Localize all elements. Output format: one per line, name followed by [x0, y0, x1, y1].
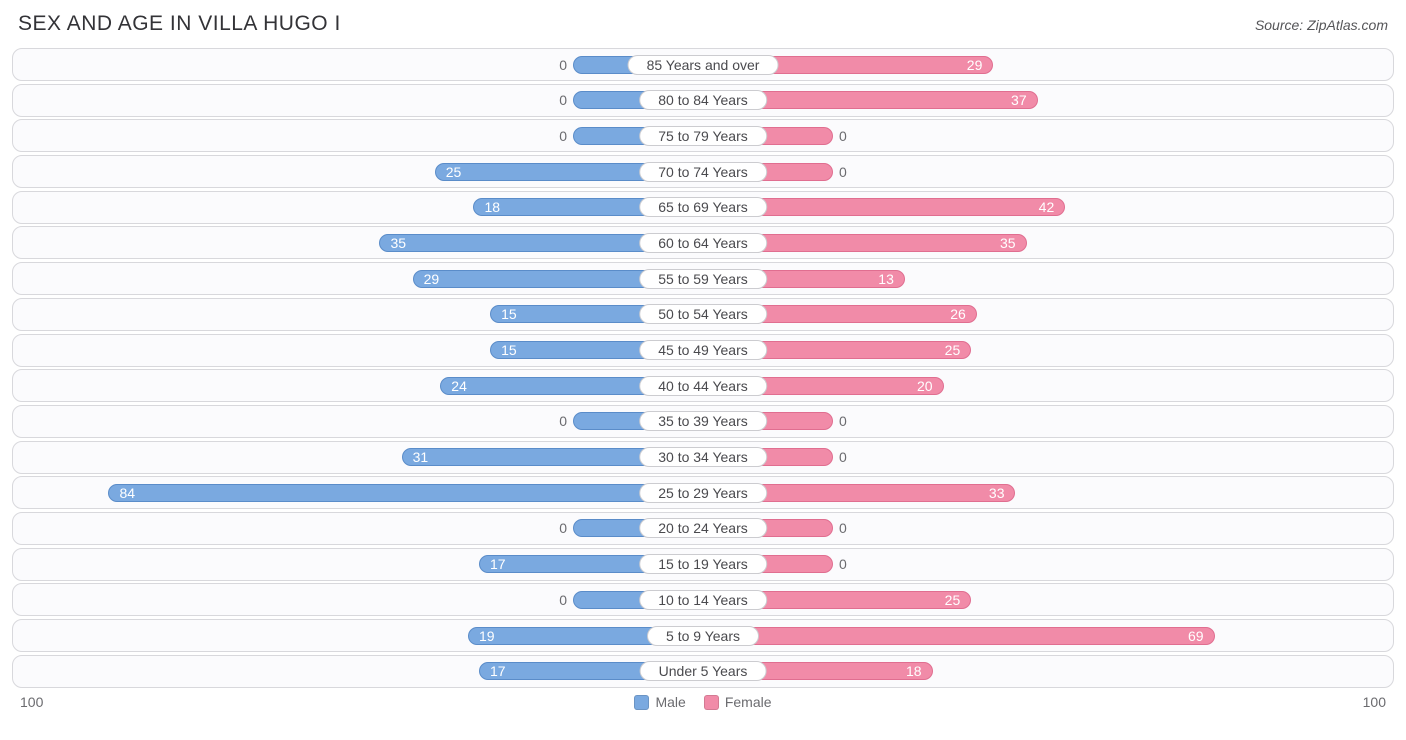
- chart-header: SEX AND AGE IN VILLA HUGO I Source: ZipA…: [12, 12, 1394, 36]
- male-value: 0: [553, 592, 573, 608]
- female-value: 0: [833, 556, 853, 572]
- male-value: 84: [109, 485, 145, 501]
- male-value: 19: [469, 628, 505, 644]
- age-group-label: 20 to 24 Years: [639, 518, 767, 538]
- female-value: 35: [990, 235, 1026, 251]
- age-group-label: 85 Years and over: [628, 55, 779, 75]
- chart-row: 15 25 45 to 49 Years: [12, 334, 1394, 367]
- age-group-label: 45 to 49 Years: [639, 340, 767, 360]
- female-value: 37: [1001, 92, 1037, 108]
- male-value: 18: [474, 199, 510, 215]
- chart-row: 0 37 80 to 84 Years: [12, 84, 1394, 117]
- population-pyramid-chart: 0 29 85 Years and over 0 37 80 to 84 Years 0 0 7…: [12, 48, 1394, 688]
- male-value: 0: [553, 128, 573, 144]
- age-group-label: 40 to 44 Years: [639, 376, 767, 396]
- legend-label-female: Female: [725, 694, 772, 710]
- legend-swatch-female: [704, 695, 719, 710]
- age-group-label: 60 to 64 Years: [639, 233, 767, 253]
- female-value: 25: [935, 342, 971, 358]
- female-value: 20: [907, 378, 943, 394]
- age-group-label: 75 to 79 Years: [639, 126, 767, 146]
- age-group-label: 35 to 39 Years: [639, 411, 767, 431]
- chart-row: 29 13 55 to 59 Years: [12, 262, 1394, 295]
- female-value: 26: [940, 306, 976, 322]
- female-value: 33: [979, 485, 1015, 501]
- chart-row: 17 18 Under 5 Years: [12, 655, 1394, 688]
- legend-swatch-male: [634, 695, 649, 710]
- male-value: 29: [414, 271, 450, 287]
- legend-item-female: Female: [704, 694, 772, 710]
- axis-left-max: 100: [20, 694, 43, 710]
- male-value: 25: [436, 164, 472, 180]
- male-value: 24: [441, 378, 477, 394]
- female-value: 0: [833, 413, 853, 429]
- age-group-label: 70 to 74 Years: [639, 162, 767, 182]
- chart-row: 24 20 40 to 44 Years: [12, 369, 1394, 402]
- chart-row: 18 42 65 to 69 Years: [12, 191, 1394, 224]
- chart-row: 19 69 5 to 9 Years: [12, 619, 1394, 652]
- female-value: 0: [833, 128, 853, 144]
- male-value: 0: [553, 413, 573, 429]
- chart-row: 0 0 35 to 39 Years: [12, 405, 1394, 438]
- age-group-label: Under 5 Years: [640, 661, 767, 681]
- male-value: 0: [553, 520, 573, 536]
- chart-row: 0 0 75 to 79 Years: [12, 119, 1394, 152]
- male-value: 0: [553, 57, 573, 73]
- chart-row: 0 0 20 to 24 Years: [12, 512, 1394, 545]
- male-value: 17: [480, 663, 516, 679]
- male-value: 31: [403, 449, 439, 465]
- female-value: 0: [833, 164, 853, 180]
- female-value: 18: [896, 663, 932, 679]
- female-bar: 69: [703, 627, 1215, 645]
- legend-item-male: Male: [634, 694, 685, 710]
- chart-row: 84 33 25 to 29 Years: [12, 476, 1394, 509]
- male-value: 15: [491, 306, 527, 322]
- chart-row: 15 26 50 to 54 Years: [12, 298, 1394, 331]
- chart-title: SEX AND AGE IN VILLA HUGO I: [18, 12, 341, 36]
- age-group-label: 80 to 84 Years: [639, 90, 767, 110]
- chart-row: 35 35 60 to 64 Years: [12, 226, 1394, 259]
- female-value: 42: [1029, 199, 1065, 215]
- chart-source: Source: ZipAtlas.com: [1255, 17, 1388, 33]
- chart-row: 0 29 85 Years and over: [12, 48, 1394, 81]
- male-value: 35: [380, 235, 416, 251]
- male-value: 0: [553, 92, 573, 108]
- male-value: 15: [491, 342, 527, 358]
- male-bar: 84: [108, 484, 703, 502]
- female-value: 29: [957, 57, 993, 73]
- age-group-label: 15 to 19 Years: [639, 554, 767, 574]
- age-group-label: 65 to 69 Years: [639, 197, 767, 217]
- female-value: 69: [1178, 628, 1214, 644]
- age-group-label: 25 to 29 Years: [639, 483, 767, 503]
- legend: Male Female: [634, 694, 771, 710]
- chart-row: 17 0 15 to 19 Years: [12, 548, 1394, 581]
- legend-label-male: Male: [655, 694, 685, 710]
- female-value: 13: [868, 271, 904, 287]
- age-group-label: 30 to 34 Years: [639, 447, 767, 467]
- chart-row: 25 0 70 to 74 Years: [12, 155, 1394, 188]
- age-group-label: 50 to 54 Years: [639, 304, 767, 324]
- age-group-label: 55 to 59 Years: [639, 269, 767, 289]
- female-value: 25: [935, 592, 971, 608]
- chart-row: 31 0 30 to 34 Years: [12, 441, 1394, 474]
- age-group-label: 10 to 14 Years: [639, 590, 767, 610]
- age-group-label: 5 to 9 Years: [647, 626, 759, 646]
- chart-row: 0 25 10 to 14 Years: [12, 583, 1394, 616]
- chart-footer: 100 Male Female 100: [12, 690, 1394, 710]
- axis-right-max: 100: [1363, 694, 1386, 710]
- female-value: 0: [833, 520, 853, 536]
- male-value: 17: [480, 556, 516, 572]
- female-value: 0: [833, 449, 853, 465]
